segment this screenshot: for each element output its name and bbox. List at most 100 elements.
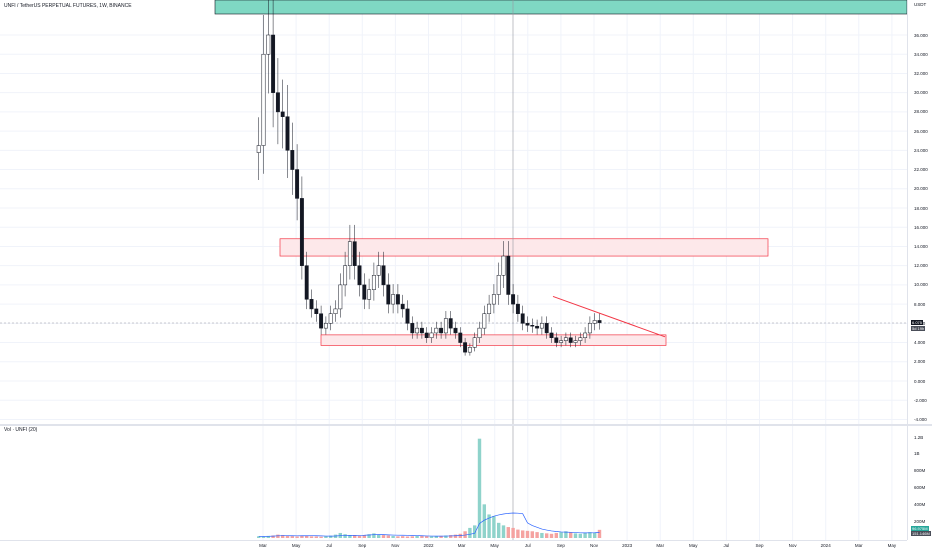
volume-bar <box>593 532 597 538</box>
price-tick: 8.000 <box>914 301 926 307</box>
volume-ma-line <box>258 512 600 537</box>
volume-bar <box>357 535 362 538</box>
volume-tick: 400M <box>914 501 926 507</box>
candle <box>448 318 453 329</box>
candle <box>568 337 573 343</box>
candle <box>573 340 578 343</box>
price-tick: 30.000 <box>914 90 928 96</box>
symbol-title[interactable]: UNFI / TetherUS PERPETUAL FUTURES, 1W, B… <box>4 3 132 9</box>
volume-bar <box>425 536 429 538</box>
volume-bar <box>386 535 390 538</box>
time-tick: Sep <box>755 543 764 548</box>
time-tick: Mar <box>259 543 267 548</box>
candle <box>347 241 352 266</box>
volume-bar <box>377 534 381 538</box>
candle <box>544 323 549 334</box>
candle <box>338 284 343 310</box>
volume-bar <box>444 535 448 538</box>
volume-bar <box>305 535 309 538</box>
candle <box>333 308 338 314</box>
candle <box>343 265 348 286</box>
price-tick: 22.000 <box>914 167 928 173</box>
volume-tick: 200M <box>914 518 926 524</box>
candle <box>482 313 487 329</box>
volume-bar <box>588 532 592 538</box>
candle <box>559 340 564 343</box>
candle <box>491 294 496 305</box>
candle <box>463 342 468 353</box>
candle <box>520 313 525 324</box>
candle <box>357 265 362 286</box>
time-tick: May <box>291 543 301 548</box>
volume-bar <box>271 535 275 538</box>
volume-tick: 600M <box>914 485 926 490</box>
time-axis[interactable]: Mar May Jul Sep Nov 2022 Mar May Jul Sep Nov 2023 Ma… <box>0 540 907 551</box>
candle <box>290 150 295 170</box>
candle <box>587 323 592 334</box>
volume-bar <box>295 536 299 538</box>
volume-bar <box>257 536 261 538</box>
candle <box>419 327 424 334</box>
candle <box>592 320 597 324</box>
price-tick: 10.000 <box>914 282 928 288</box>
candle <box>410 323 415 334</box>
pane-divider[interactable] <box>0 424 932 426</box>
candle <box>352 241 357 266</box>
candle <box>381 265 386 286</box>
volume-bar <box>549 533 554 538</box>
volume-bar <box>285 535 290 538</box>
candle <box>539 323 544 329</box>
volume-bar <box>573 533 578 538</box>
volume-bar <box>410 536 414 538</box>
candle <box>434 327 439 334</box>
price-chart[interactable] <box>0 0 907 540</box>
candle <box>472 337 477 348</box>
volume-bar <box>569 532 573 538</box>
volume-bar <box>545 533 549 538</box>
candle <box>578 337 583 341</box>
volume-bar <box>329 535 333 538</box>
time-tick: Mar <box>854 543 863 548</box>
time-tick: 2022 <box>423 543 434 548</box>
candle <box>453 327 458 334</box>
price-tick: 0.000 <box>914 378 926 384</box>
volume-bar <box>362 535 366 538</box>
candle <box>256 145 261 153</box>
volume-indicator-label[interactable]: Vol · UNFI (20) <box>4 427 38 433</box>
time-tick: May <box>689 543 698 548</box>
candle <box>314 308 319 314</box>
candle <box>525 323 530 326</box>
volume-bar <box>530 531 534 538</box>
volume-tick: 1B <box>914 451 920 457</box>
candle <box>458 332 463 343</box>
bar-countdown-badge: 5d 19h <box>911 326 926 331</box>
volume-axis[interactable]: 1.2B 1B 800M 600M 400M 200M <box>907 426 932 540</box>
volume-bar <box>319 536 323 538</box>
candle <box>554 337 559 343</box>
volume-bar <box>583 532 587 538</box>
candle <box>477 327 482 338</box>
volume-bar <box>309 536 314 538</box>
volume-ma-badge: 151.146M <box>911 531 931 536</box>
candle <box>367 289 372 300</box>
last-price-badge: 6.075 <box>911 320 924 325</box>
volume-bar <box>497 522 501 538</box>
candle <box>304 265 309 300</box>
candle <box>597 320 602 323</box>
price-tick: 18.000 <box>914 205 928 211</box>
candle <box>295 169 300 199</box>
price-tick: 32.000 <box>914 70 928 76</box>
volume-bar <box>501 525 506 538</box>
candle <box>467 347 472 353</box>
price-axis[interactable]: USDT 36.000 34.000 32.000 30.000 28.000 26.00… <box>907 0 932 426</box>
candle <box>443 318 448 334</box>
volume-bar <box>535 532 539 538</box>
volume-bar <box>367 534 371 538</box>
candle <box>395 294 400 305</box>
price-tick: 28.000 <box>914 109 928 115</box>
candle <box>549 332 554 339</box>
candle <box>391 294 396 305</box>
descending-trendline <box>552 295 666 338</box>
volume-bar <box>300 535 304 538</box>
candle <box>496 275 501 295</box>
